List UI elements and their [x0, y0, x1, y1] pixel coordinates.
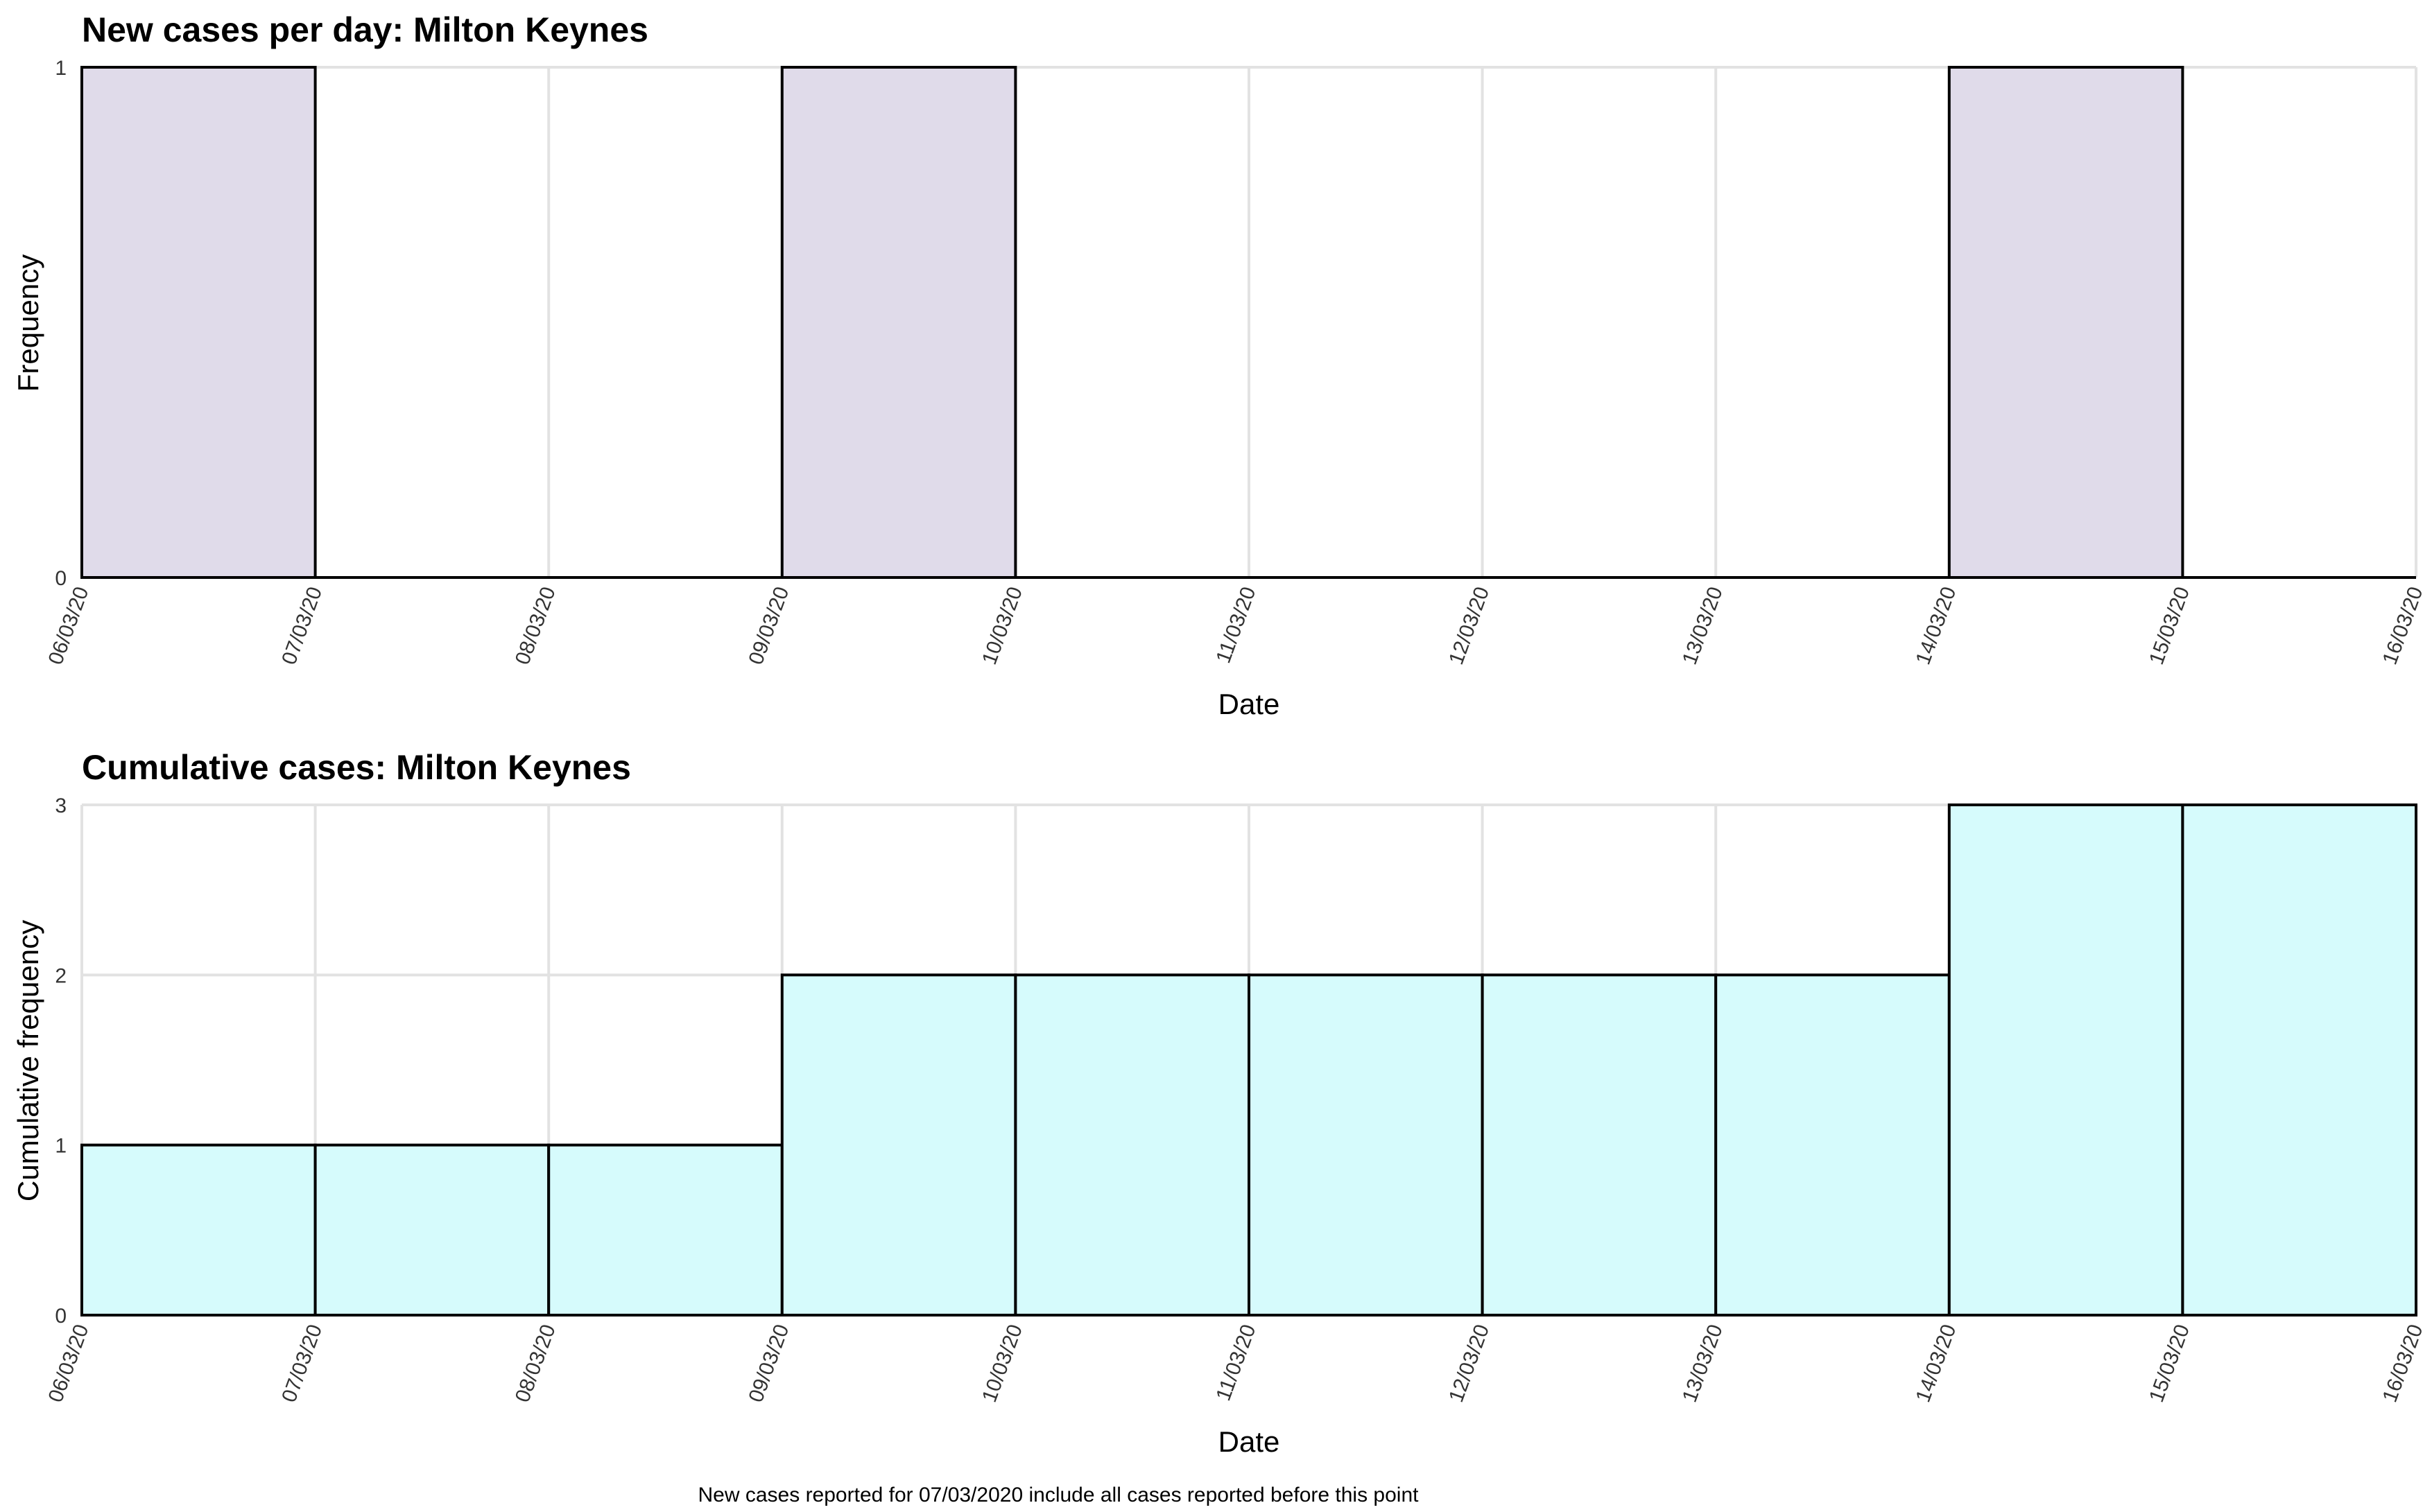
bar — [780, 973, 1017, 1317]
x-tick-label: 16/03/20 — [2379, 584, 2428, 668]
x-tick-label: 08/03/20 — [511, 584, 560, 668]
y-tick-label: 0 — [55, 1305, 67, 1328]
y-tick-labels: 01 — [55, 57, 67, 590]
y-tick-label: 2 — [55, 964, 67, 987]
cumulative-cases-chart: Cumulative cases: Milton Keynes 0 1 2 3 06/… — [12, 748, 2428, 1458]
bar — [80, 66, 317, 579]
x-tick-label: 06/03/20 — [44, 1321, 94, 1405]
bar — [2181, 803, 2417, 1317]
bar — [1014, 973, 1251, 1317]
x-tick-labels: 06/03/20 07/03/20 08/03/20 09/03/20 10/03/20… — [44, 1321, 2428, 1405]
x-tick-label: 11/03/20 — [1211, 1321, 1260, 1404]
x-tick-label: 12/03/20 — [1444, 1321, 1494, 1405]
bars — [80, 803, 2417, 1317]
bar — [80, 1143, 317, 1317]
x-axis-title: Date — [1218, 688, 1280, 720]
bar — [1947, 803, 2184, 1317]
x-tick-label: 13/03/20 — [1678, 584, 1727, 668]
x-tick-label: 09/03/20 — [744, 1321, 793, 1405]
y-tick-labels: 0 1 2 3 — [55, 794, 67, 1328]
x-tick-label: 12/03/20 — [1444, 584, 1494, 668]
x-tick-label: 10/03/20 — [978, 584, 1027, 668]
x-tick-label: 08/03/20 — [511, 1321, 560, 1405]
y-tick-label: 3 — [55, 794, 67, 817]
x-tick-label: 15/03/20 — [2145, 584, 2194, 668]
y-axis-title: Frequency — [12, 254, 44, 392]
x-tick-label: 06/03/20 — [44, 584, 94, 668]
y-tick-label: 1 — [55, 1135, 67, 1158]
y-tick-label: 1 — [55, 57, 67, 80]
x-axis-title: Date — [1218, 1425, 1280, 1458]
y-tick-label: 0 — [55, 567, 67, 590]
bar — [547, 1143, 784, 1317]
x-tick-label: 14/03/20 — [1911, 1321, 1960, 1405]
bars — [80, 66, 2184, 579]
x-tick-label: 09/03/20 — [744, 584, 793, 668]
x-tick-label: 13/03/20 — [1678, 1321, 1727, 1405]
x-tick-label: 14/03/20 — [1911, 584, 1960, 668]
bar — [780, 66, 1017, 579]
bar — [313, 1143, 551, 1317]
bar — [1947, 66, 2184, 579]
bar — [1248, 973, 1484, 1317]
chart-title: New cases per day: Milton Keynes — [82, 10, 648, 49]
bar — [1481, 973, 1718, 1317]
chart-title: Cumulative cases: Milton Keynes — [82, 748, 631, 787]
x-tick-label: 11/03/20 — [1211, 584, 1260, 666]
x-tick-label: 07/03/20 — [277, 1321, 327, 1405]
bar — [1714, 973, 1951, 1317]
y-axis-title: Cumulative frequency — [12, 920, 44, 1201]
x-tick-label: 10/03/20 — [978, 1321, 1027, 1405]
x-tick-labels: 06/03/20 07/03/20 08/03/20 09/03/20 10/03/20… — [44, 584, 2428, 668]
x-tick-label: 16/03/20 — [2379, 1321, 2428, 1405]
x-tick-label: 07/03/20 — [277, 584, 327, 668]
footnote: New cases reported for 07/03/2020 includ… — [698, 1484, 1420, 1506]
x-tick-label: 15/03/20 — [2145, 1321, 2194, 1405]
new-cases-chart: New cases per day: Milton Keynes 01 06/0… — [12, 10, 2428, 720]
